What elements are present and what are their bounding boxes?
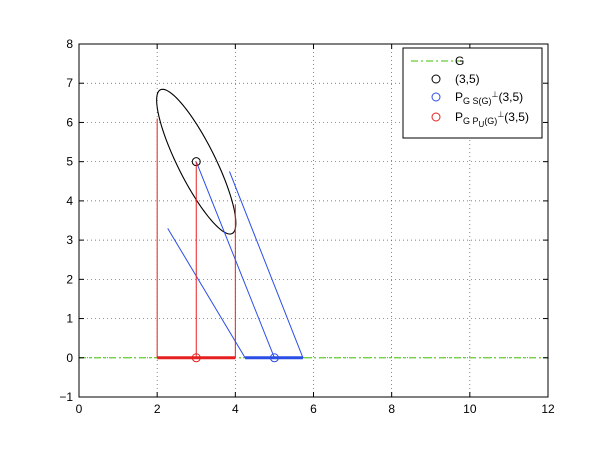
- projection-point-red: [191, 353, 201, 363]
- legend-label-ps: PG S(G)⊥(3,5): [455, 90, 523, 106]
- legend-label-G: G: [455, 54, 464, 68]
- y-tick-label: 6: [66, 115, 73, 129]
- y-tick-label: 3: [66, 233, 73, 247]
- y-tick-label: 2: [66, 272, 73, 286]
- legend-swatch-ps: [431, 92, 441, 102]
- legend-box: [402, 47, 543, 139]
- y-tick-label: 4: [66, 194, 73, 208]
- projection-point-blue: [269, 353, 279, 363]
- x-tick-label: 10: [463, 402, 477, 416]
- y-tick-label: 7: [66, 76, 73, 90]
- x-tick-label: 2: [154, 402, 161, 416]
- y-tick-label: 1: [66, 312, 73, 326]
- legend-label-pt: (3,5): [455, 72, 480, 86]
- y-tick-label: 0: [66, 351, 73, 365]
- x-tick-label: 8: [388, 402, 395, 416]
- legend-swatch-pu: [431, 112, 441, 122]
- legend-label-pu: PG PU(G)⊥(3,5): [455, 110, 529, 129]
- projection-line-blue: [229, 171, 304, 358]
- y-tick-label: −1: [59, 390, 73, 404]
- y-tick-label: 8: [66, 37, 73, 51]
- x-tick-label: 4: [232, 402, 239, 416]
- axes-frame: [78, 43, 549, 398]
- x-tick-label: 6: [310, 402, 317, 416]
- y-tick-label: 5: [66, 155, 73, 169]
- legend-swatch-pt: [431, 74, 441, 84]
- plot-area: [79, 88, 548, 363]
- x-tick-label: 12: [541, 402, 555, 416]
- projection-line-blue: [167, 228, 246, 359]
- x-tick-label: 0: [76, 402, 83, 416]
- legend: G (3,5) PG S(G)⊥(3,5) PG PU(G)⊥(3,5): [402, 47, 543, 139]
- ellipse-curve: [156, 88, 237, 235]
